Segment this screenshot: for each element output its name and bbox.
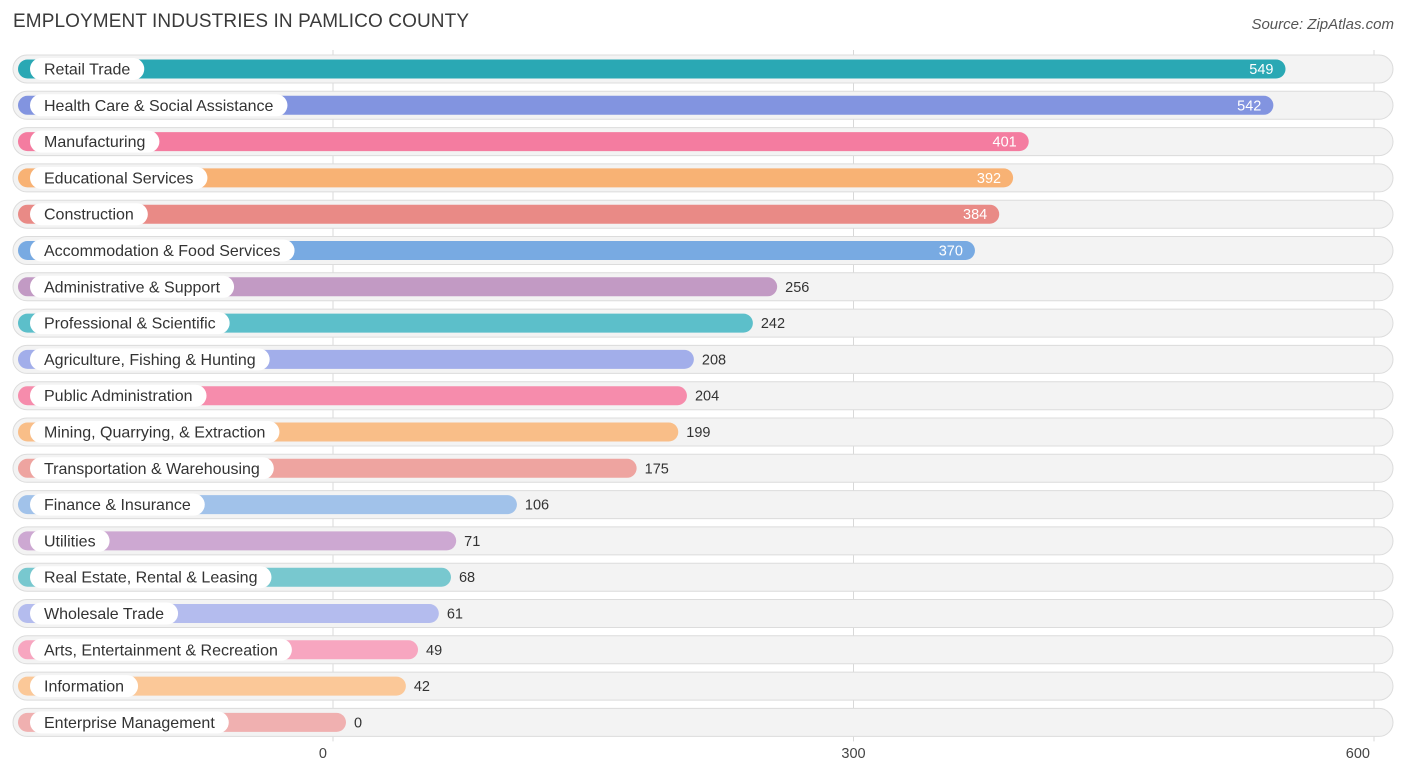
category-label: Health Care & Social Assistance xyxy=(44,98,274,115)
category-label-pill xyxy=(30,457,274,480)
category-label-pill xyxy=(30,203,148,226)
category-label: Transportation & Warehousing xyxy=(44,461,260,478)
category-label: Real Estate, Rental & Leasing xyxy=(44,570,257,587)
bar xyxy=(18,95,1274,115)
category-label: Public Administration xyxy=(44,388,193,405)
bar xyxy=(18,168,1014,188)
value-label: 256 xyxy=(785,280,809,296)
category-label: Enterprise Management xyxy=(44,715,215,732)
value-label: 549 xyxy=(1249,62,1273,78)
value-label: 204 xyxy=(695,389,719,405)
category-label: Manufacturing xyxy=(44,134,145,151)
category-label: Mining, Quarrying, & Extraction xyxy=(44,425,265,442)
bar xyxy=(18,132,1029,152)
category-label-pill xyxy=(30,130,160,153)
category-label-pill xyxy=(30,493,205,516)
value-label: 199 xyxy=(686,425,710,441)
bar xyxy=(18,531,457,551)
value-label: 242 xyxy=(761,316,785,332)
chart-title: EMPLOYMENT INDUSTRIES IN PAMLICO COUNTY xyxy=(13,11,470,32)
bar xyxy=(18,59,1286,79)
category-label-pill xyxy=(30,675,139,698)
category-label: Construction xyxy=(44,207,134,224)
category-label-pill xyxy=(30,529,110,552)
value-label: 175 xyxy=(645,461,669,477)
category-label-pill xyxy=(30,602,179,625)
category-label-pill xyxy=(30,566,272,589)
category-label-pill xyxy=(30,275,235,298)
chart-source: Source: ZipAtlas.com xyxy=(1251,16,1394,33)
category-label-pill xyxy=(30,711,229,734)
category-label-pill xyxy=(30,384,207,407)
category-label: Accommodation & Food Services xyxy=(44,243,281,260)
category-label-pill xyxy=(30,58,145,80)
value-label: 384 xyxy=(963,207,987,223)
category-label: Wholesale Trade xyxy=(44,606,164,623)
bar xyxy=(18,204,1000,224)
value-label: 542 xyxy=(1237,98,1261,114)
category-label: Educational Services xyxy=(44,170,193,187)
value-label: 49 xyxy=(426,643,442,659)
value-label: 42 xyxy=(414,679,430,695)
value-label: 392 xyxy=(977,171,1001,187)
category-label-pill xyxy=(30,348,270,371)
category-label: Retail Trade xyxy=(44,62,130,79)
value-label: 61 xyxy=(447,607,463,623)
value-label: 71 xyxy=(464,534,480,550)
value-label: 106 xyxy=(525,498,549,514)
value-label: 208 xyxy=(702,352,726,368)
category-label: Arts, Entertainment & Recreation xyxy=(44,642,278,659)
x-tick-label: 300 xyxy=(841,746,865,762)
category-label: Agriculture, Fishing & Hunting xyxy=(44,352,256,369)
category-label: Administrative & Support xyxy=(44,279,221,296)
value-label: 401 xyxy=(993,135,1017,151)
x-tick-label: 600 xyxy=(1346,746,1370,762)
category-label-pill xyxy=(30,421,280,443)
value-label: 68 xyxy=(459,570,475,586)
category-label: Finance & Insurance xyxy=(44,497,191,514)
category-label: Information xyxy=(44,679,124,696)
category-label-pill xyxy=(30,94,288,117)
row-background xyxy=(12,707,1394,737)
category-label-pill xyxy=(30,312,230,335)
category-label-pill xyxy=(30,239,295,262)
value-label: 370 xyxy=(939,244,963,260)
category-label: Professional & Scientific xyxy=(44,316,216,333)
category-label-pill xyxy=(30,638,292,661)
x-tick-label: 0 xyxy=(319,746,327,762)
category-label: Utilities xyxy=(44,533,96,550)
value-label: 0 xyxy=(354,715,362,731)
category-label-pill xyxy=(30,166,208,189)
